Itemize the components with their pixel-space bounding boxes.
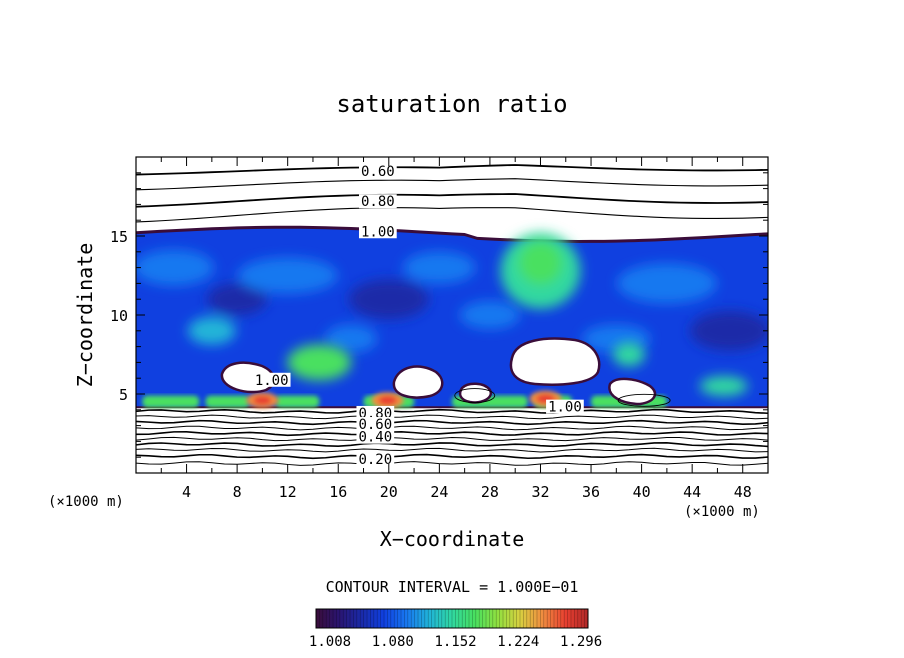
colorbar-ticks <box>315 609 589 628</box>
saturation-field <box>136 225 768 473</box>
x-tick-label: 20 <box>380 483 398 501</box>
clear-region <box>509 337 601 386</box>
upper-contour <box>136 164 768 176</box>
field-blob <box>187 316 236 345</box>
moist-regions <box>287 232 748 397</box>
contour-label-background <box>356 417 395 432</box>
x-tick-label: 4 <box>182 483 191 501</box>
lower-contour <box>136 419 768 426</box>
chart-title: saturation ratio <box>336 90 567 118</box>
contour-label-background <box>356 429 395 444</box>
lower-contour <box>136 414 768 420</box>
field-blob <box>690 310 768 351</box>
contour-label: 1.00 <box>361 224 395 240</box>
upper-moist-core <box>518 240 563 285</box>
subcloud-dry-layer <box>136 412 768 473</box>
x-tick-label: 28 <box>481 483 499 501</box>
y-tick-label: 10 <box>110 307 128 325</box>
base-band-segment <box>205 395 250 408</box>
contour-label-background <box>358 194 397 209</box>
clear-region <box>392 365 444 399</box>
peak-regions <box>246 390 562 409</box>
contour-label-background <box>546 399 584 414</box>
colorbar-tick-label: 1.008 <box>309 634 351 650</box>
contour-label: 0.60 <box>358 417 392 433</box>
x-tick-label: 40 <box>633 483 651 501</box>
contour-label: 0.80 <box>361 194 395 210</box>
x-tick-label: 16 <box>329 483 347 501</box>
colorbar-frame <box>315 608 589 629</box>
upper-contour <box>136 178 768 191</box>
field-blob <box>136 249 214 286</box>
contour-label-background <box>358 164 397 179</box>
peak-core <box>378 395 397 405</box>
mid-moist-region-2 <box>612 342 645 367</box>
field-blob <box>616 263 717 304</box>
field-blob <box>324 324 377 353</box>
field-blob <box>207 283 268 316</box>
colorbar-tick-label: 1.080 <box>372 634 414 650</box>
x-tick-label: 48 <box>734 483 752 501</box>
contour-label-background <box>356 405 395 420</box>
lower-contour <box>136 453 768 460</box>
y-tick-label: 15 <box>110 228 128 246</box>
field-blob <box>348 279 429 320</box>
lower-contour <box>136 425 768 431</box>
y-axis-title: Z−coordinate <box>73 243 97 388</box>
lower-contour <box>136 436 768 442</box>
field-blob <box>237 257 338 294</box>
colorbar-tick-label: 1.152 <box>434 634 476 650</box>
clear-region <box>458 382 493 404</box>
x-tick-label: 44 <box>683 483 701 501</box>
low-moist-region <box>699 376 748 397</box>
lower-contour <box>136 430 768 437</box>
contour-label: 0.20 <box>358 452 392 468</box>
field-blob <box>459 301 520 329</box>
colorbar: 1.008 1.080 1.152 1.224 1.296 <box>309 608 602 650</box>
field-blob <box>403 251 476 284</box>
base-band-segment <box>275 395 320 408</box>
upper-contour <box>136 207 768 223</box>
colorbar-tick-label: 1.224 <box>497 634 539 650</box>
contour-lines <box>136 164 768 466</box>
mid-moist-region <box>287 344 352 381</box>
contour-label: 1.00 <box>548 400 582 416</box>
y-tick-label: 5 <box>119 386 128 404</box>
contour-label: 0.60 <box>361 164 395 180</box>
x-tick-label: 36 <box>582 483 600 501</box>
contour-label-background <box>252 372 291 387</box>
y-axis-unit: (×1000 m) <box>48 494 124 510</box>
closed-contour <box>617 393 671 407</box>
x-tick-label: 24 <box>430 483 448 501</box>
lower-contour <box>136 442 768 448</box>
plot-area <box>136 157 768 473</box>
contour-labels: 0.600.801.001.001.000.800.600.400.20 <box>252 164 584 468</box>
contour-interval-label: CONTOUR INTERVAL = 1.000E−01 <box>326 578 579 596</box>
colorbar-tick-label: 1.296 <box>560 634 602 650</box>
x-tick-label: 12 <box>279 483 297 501</box>
x-axis: 4 8 12 16 20 24 28 32 36 40 44 48 <box>160 157 752 501</box>
x-tick-label: 8 <box>233 483 242 501</box>
colorbar-gradient <box>316 609 588 628</box>
lower-contour <box>136 447 768 453</box>
x-axis-title: X−coordinate <box>380 527 525 551</box>
colorbar-labels: 1.008 1.080 1.152 1.224 1.296 <box>309 634 602 650</box>
lower-contour <box>136 461 768 466</box>
x-tick-label: 32 <box>531 483 549 501</box>
contour-label-background <box>358 224 397 239</box>
lower-contour <box>136 408 768 415</box>
x-axis-unit: (×1000 m) <box>684 504 760 520</box>
closed-contour <box>454 388 496 404</box>
contour-label-background <box>356 451 395 466</box>
contour-label: 1.00 <box>255 373 289 389</box>
upper-contour <box>136 193 768 208</box>
contour-label: 0.40 <box>358 430 392 446</box>
peak-core <box>253 395 272 405</box>
y-axis: 5 10 15 <box>110 172 768 458</box>
base-band-segment <box>142 395 200 408</box>
